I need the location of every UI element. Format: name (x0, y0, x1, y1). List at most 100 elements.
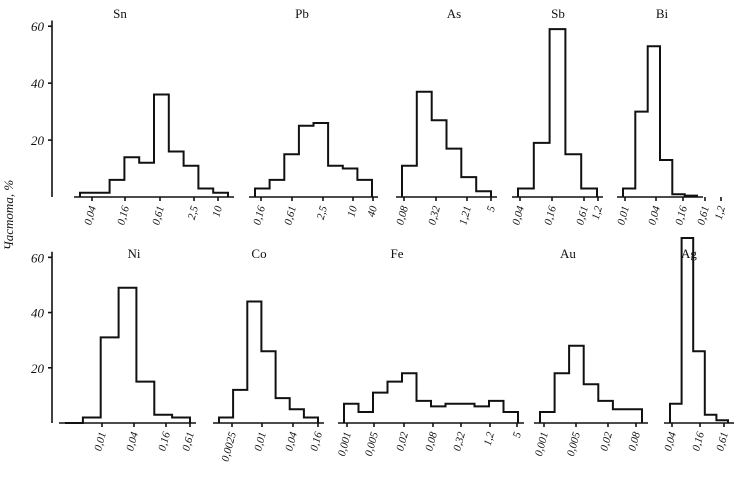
x-tick-label: 0,61 (180, 431, 197, 453)
histogram-sb: Sb 0,04 0,16 0,611,2 (510, 6, 605, 226)
bar (198, 188, 213, 197)
element-label: Au (560, 246, 576, 261)
histogram-outline (401, 90, 492, 197)
bar (373, 393, 388, 423)
element-label: Co (251, 246, 266, 261)
histogram-outline (539, 344, 643, 423)
bar (550, 29, 566, 197)
bar (446, 404, 461, 423)
histogram-fe: Fe 0,001 0,005 0,02 0,08 0,32 1,2 5 (336, 246, 524, 458)
bar (299, 126, 314, 197)
bar (461, 177, 476, 197)
x-tick-label: 0,01 (615, 205, 632, 227)
x-tick-label: 10 (345, 204, 360, 218)
element-label: Bi (656, 6, 669, 21)
panel-2: 20 40 60 Ni 0,01 0,04 0,16 0,61 Co 0,0025 0,01 0,04… (31, 237, 734, 463)
x-tick-label: 0,04 (124, 430, 141, 452)
bar (417, 401, 432, 423)
histogram-outline (254, 122, 373, 197)
bar (613, 409, 628, 423)
element-label: As (447, 6, 461, 21)
element-label: Fe (391, 246, 404, 261)
bar (284, 154, 299, 197)
bar (124, 157, 139, 197)
x-tick-label: 0,16 (690, 430, 707, 452)
bar (343, 169, 358, 197)
bar (247, 302, 261, 423)
x-tick-label: 0,001 (336, 431, 354, 458)
histogram-as: As 0,08 0,32 1,21 5 (394, 6, 498, 226)
x-tick-label: 0,001 (533, 431, 551, 458)
bar (648, 46, 660, 197)
x-tick-label: 0,32 (451, 430, 468, 452)
y-tick-label: 40 (31, 76, 45, 91)
histogram-co: Co 0,0025 0,01 0,04 0,16 (213, 246, 325, 463)
bar (705, 415, 717, 423)
bar (136, 382, 154, 423)
histogram-outline (517, 28, 598, 197)
x-tick-label: 0,04 (82, 204, 99, 226)
bar (402, 373, 417, 423)
x-tick-label: 40 (365, 204, 380, 218)
x-tick-label: 1,2 (482, 430, 497, 447)
x-tick-label: 0,16 (156, 430, 173, 452)
bar (388, 382, 403, 423)
x-tick-label: 0,0025 (219, 430, 239, 463)
x-tick-label: 5 (485, 204, 498, 213)
bar (460, 404, 475, 423)
x-tick-label: 10 (210, 204, 225, 218)
bar (357, 180, 372, 197)
x-tick-label: 0,08 (626, 430, 643, 452)
bar (110, 180, 125, 197)
bar (534, 143, 550, 197)
bar (569, 346, 584, 423)
histogram-outline (622, 45, 698, 197)
bar (627, 409, 642, 423)
bar (314, 123, 329, 197)
bar (184, 166, 199, 197)
x-tick-label: 0,16 (308, 430, 325, 452)
bar (169, 151, 184, 197)
x-tick-label: 0,04 (646, 204, 663, 226)
element-label: Sn (113, 6, 127, 21)
y-tick-label: 20 (31, 361, 45, 376)
x-tick-label: 0,08 (394, 204, 411, 226)
bar (693, 351, 705, 423)
x-tick-label: 5 (511, 430, 524, 439)
y-tick-label: 20 (31, 133, 45, 148)
bar (233, 390, 247, 423)
x-tick-label: 0,02 (394, 430, 411, 452)
histogram-sn: Sn 0,04 0,16 0,61 2,5 10 (74, 6, 234, 226)
bar (581, 188, 597, 197)
x-tick-label: 0,01 (252, 431, 269, 453)
bar (670, 404, 682, 423)
element-label: Ni (128, 246, 141, 261)
x-tick-label: 0,01 (92, 431, 109, 453)
histogram-outline (669, 237, 729, 423)
x-tick-label: 0,04 (662, 430, 679, 452)
bar (328, 166, 343, 197)
bar (290, 409, 304, 423)
bar (584, 384, 599, 423)
bar (154, 95, 169, 197)
x-tick-label: 0,08 (423, 430, 440, 452)
y-tick-label: 40 (31, 306, 45, 321)
bar (270, 180, 285, 197)
bar (555, 373, 570, 423)
bar (154, 415, 172, 423)
x-tick-label: 0,32 (426, 204, 443, 226)
x-tick-label: 0,16 (542, 204, 559, 226)
y-tick-label: 60 (31, 19, 45, 34)
bar (431, 406, 446, 423)
histogram-outline (343, 372, 519, 423)
bar (635, 112, 647, 197)
bar (682, 238, 694, 423)
bar (660, 160, 672, 197)
panel-1: 20 40 60 Sn 0,04 0,16 0,61 2,5 10 Pb 0,16 0,61 2,5 10… (31, 6, 728, 226)
y-axis-label: Частота, % (1, 180, 16, 251)
x-tick-label: 0,61 (695, 205, 712, 227)
histogram-outline (218, 300, 319, 423)
bar (344, 404, 359, 423)
bar (489, 401, 504, 423)
y-tick-label: 60 (31, 250, 45, 265)
